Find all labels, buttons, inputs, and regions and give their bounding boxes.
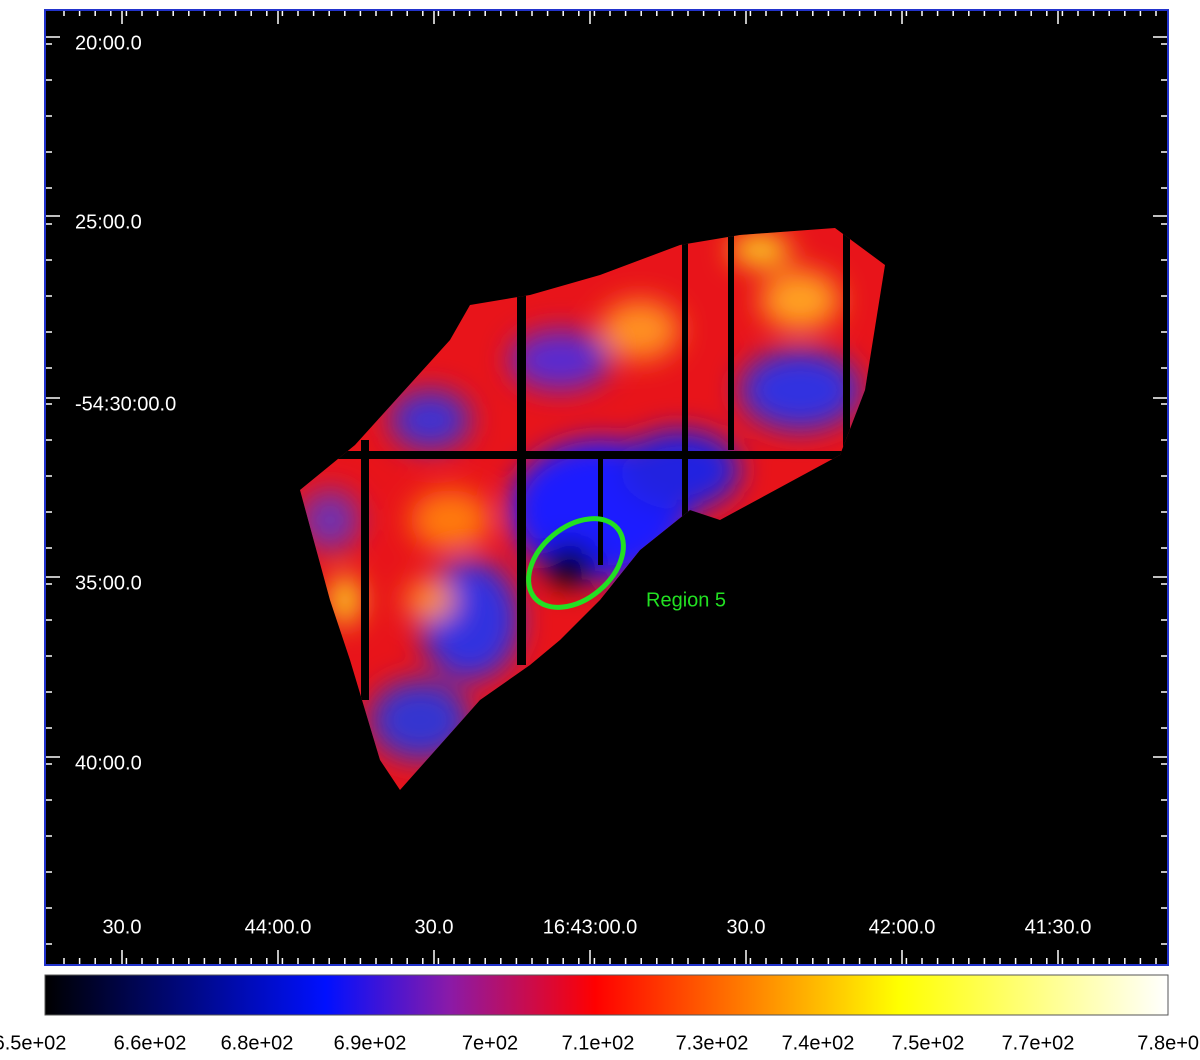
ra-label: 30.0 (727, 916, 766, 938)
dec-label: -54:30:00.0 (75, 393, 176, 415)
dec-label: 20:00.0 (75, 32, 142, 54)
axis-ticks (46, 7, 1167, 964)
colorbar-label: 6.8e+02 (221, 1032, 294, 1054)
colorbar-label: 7.5e+02 (892, 1032, 965, 1054)
colorbar-label: 6.9e+02 (334, 1032, 407, 1054)
dec-label: 35:00.0 (75, 572, 142, 594)
ra-label: 42:00.0 (869, 916, 936, 938)
colorbar-label: 7.7e+02 (1002, 1032, 1075, 1054)
ra-label: 30.0 (415, 916, 454, 938)
ra-label: 41:30.0 (1025, 916, 1092, 938)
colorbar-label: 7e+02 (462, 1032, 518, 1054)
ra-label: 16:43:00.0 (543, 916, 638, 938)
colorbar (44, 974, 1169, 1016)
colorbar-label: 7.4e+02 (782, 1032, 855, 1054)
region-label: Region 5 (646, 589, 726, 611)
dec-label: 25:00.0 (75, 211, 142, 233)
colorbar-label: 6.6e+02 (114, 1032, 187, 1054)
dec-label: 40:00.0 (75, 752, 142, 774)
ra-label: 44:00.0 (245, 916, 312, 938)
colorbar-label: 7.8e+0 (1137, 1032, 1199, 1054)
region-ellipse (526, 516, 626, 610)
colorbar-label: 6.5e+02 (0, 1032, 66, 1054)
ra-label: 30.0 (103, 916, 142, 938)
colorbar-label: 7.1e+02 (562, 1032, 635, 1054)
colorbar-label: 7.3e+02 (676, 1032, 749, 1054)
